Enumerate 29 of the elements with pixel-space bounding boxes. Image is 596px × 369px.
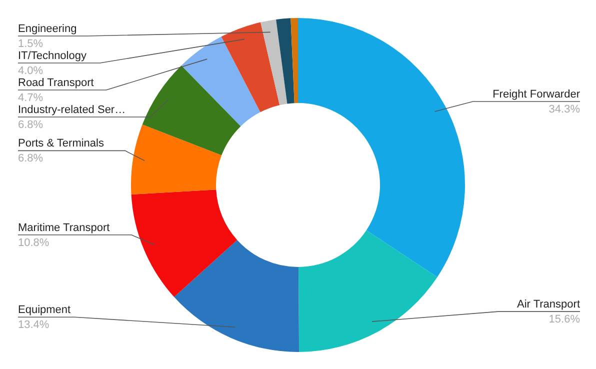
slice-label: IT/Technology [18, 50, 87, 62]
data-label: 10.8% [18, 236, 50, 249]
donut-slice [131, 124, 222, 194]
slice-label: Road Transport [18, 77, 94, 89]
donut-slice [298, 18, 465, 278]
data-label: 4.0% [18, 65, 44, 77]
data-label: 13.4% [18, 319, 50, 332]
slice-label: Engineering [18, 23, 77, 35]
slice-label: Maritime Transport [18, 222, 110, 234]
data-label: 4.7% [18, 92, 44, 104]
donut-slice [221, 22, 280, 112]
donut-slice [260, 19, 288, 106]
donut-slice [298, 230, 438, 352]
slice-label: Air Transport [517, 298, 580, 311]
data-label: 6.8% [18, 119, 44, 131]
donut-slice [142, 65, 241, 156]
data-label: 34.3% [548, 103, 580, 116]
donut-slice [276, 18, 294, 104]
slice-label: Industry-related Ser… [18, 104, 126, 116]
donut-slice [290, 18, 298, 104]
slice-label: Equipment [18, 304, 71, 316]
donut-slice [174, 240, 300, 352]
slice-label: Freight Forwarder [492, 88, 580, 100]
data-label: 6.8% [18, 152, 44, 165]
data-label: 1.5% [18, 38, 44, 50]
donut-slice [131, 190, 238, 298]
slice-label: Ports & Terminals [18, 138, 104, 150]
data-label: 15.6% [548, 314, 580, 326]
donut-slice [181, 36, 260, 126]
